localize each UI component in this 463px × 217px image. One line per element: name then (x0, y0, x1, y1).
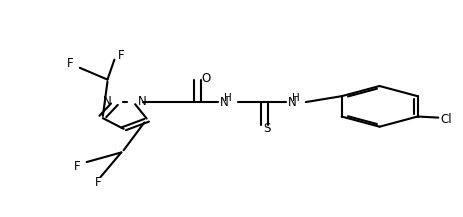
Text: F: F (118, 49, 125, 62)
Text: F: F (95, 176, 101, 189)
Text: F: F (74, 160, 81, 173)
Text: F: F (67, 58, 74, 71)
Text: N: N (220, 95, 229, 108)
Text: S: S (263, 122, 269, 135)
Text: N: N (138, 95, 147, 108)
Text: O: O (200, 72, 210, 85)
Text: N: N (287, 95, 296, 108)
Text: H: H (291, 93, 299, 103)
Text: H: H (224, 93, 232, 103)
Text: Cl: Cl (440, 113, 451, 126)
Text: N: N (102, 95, 111, 108)
